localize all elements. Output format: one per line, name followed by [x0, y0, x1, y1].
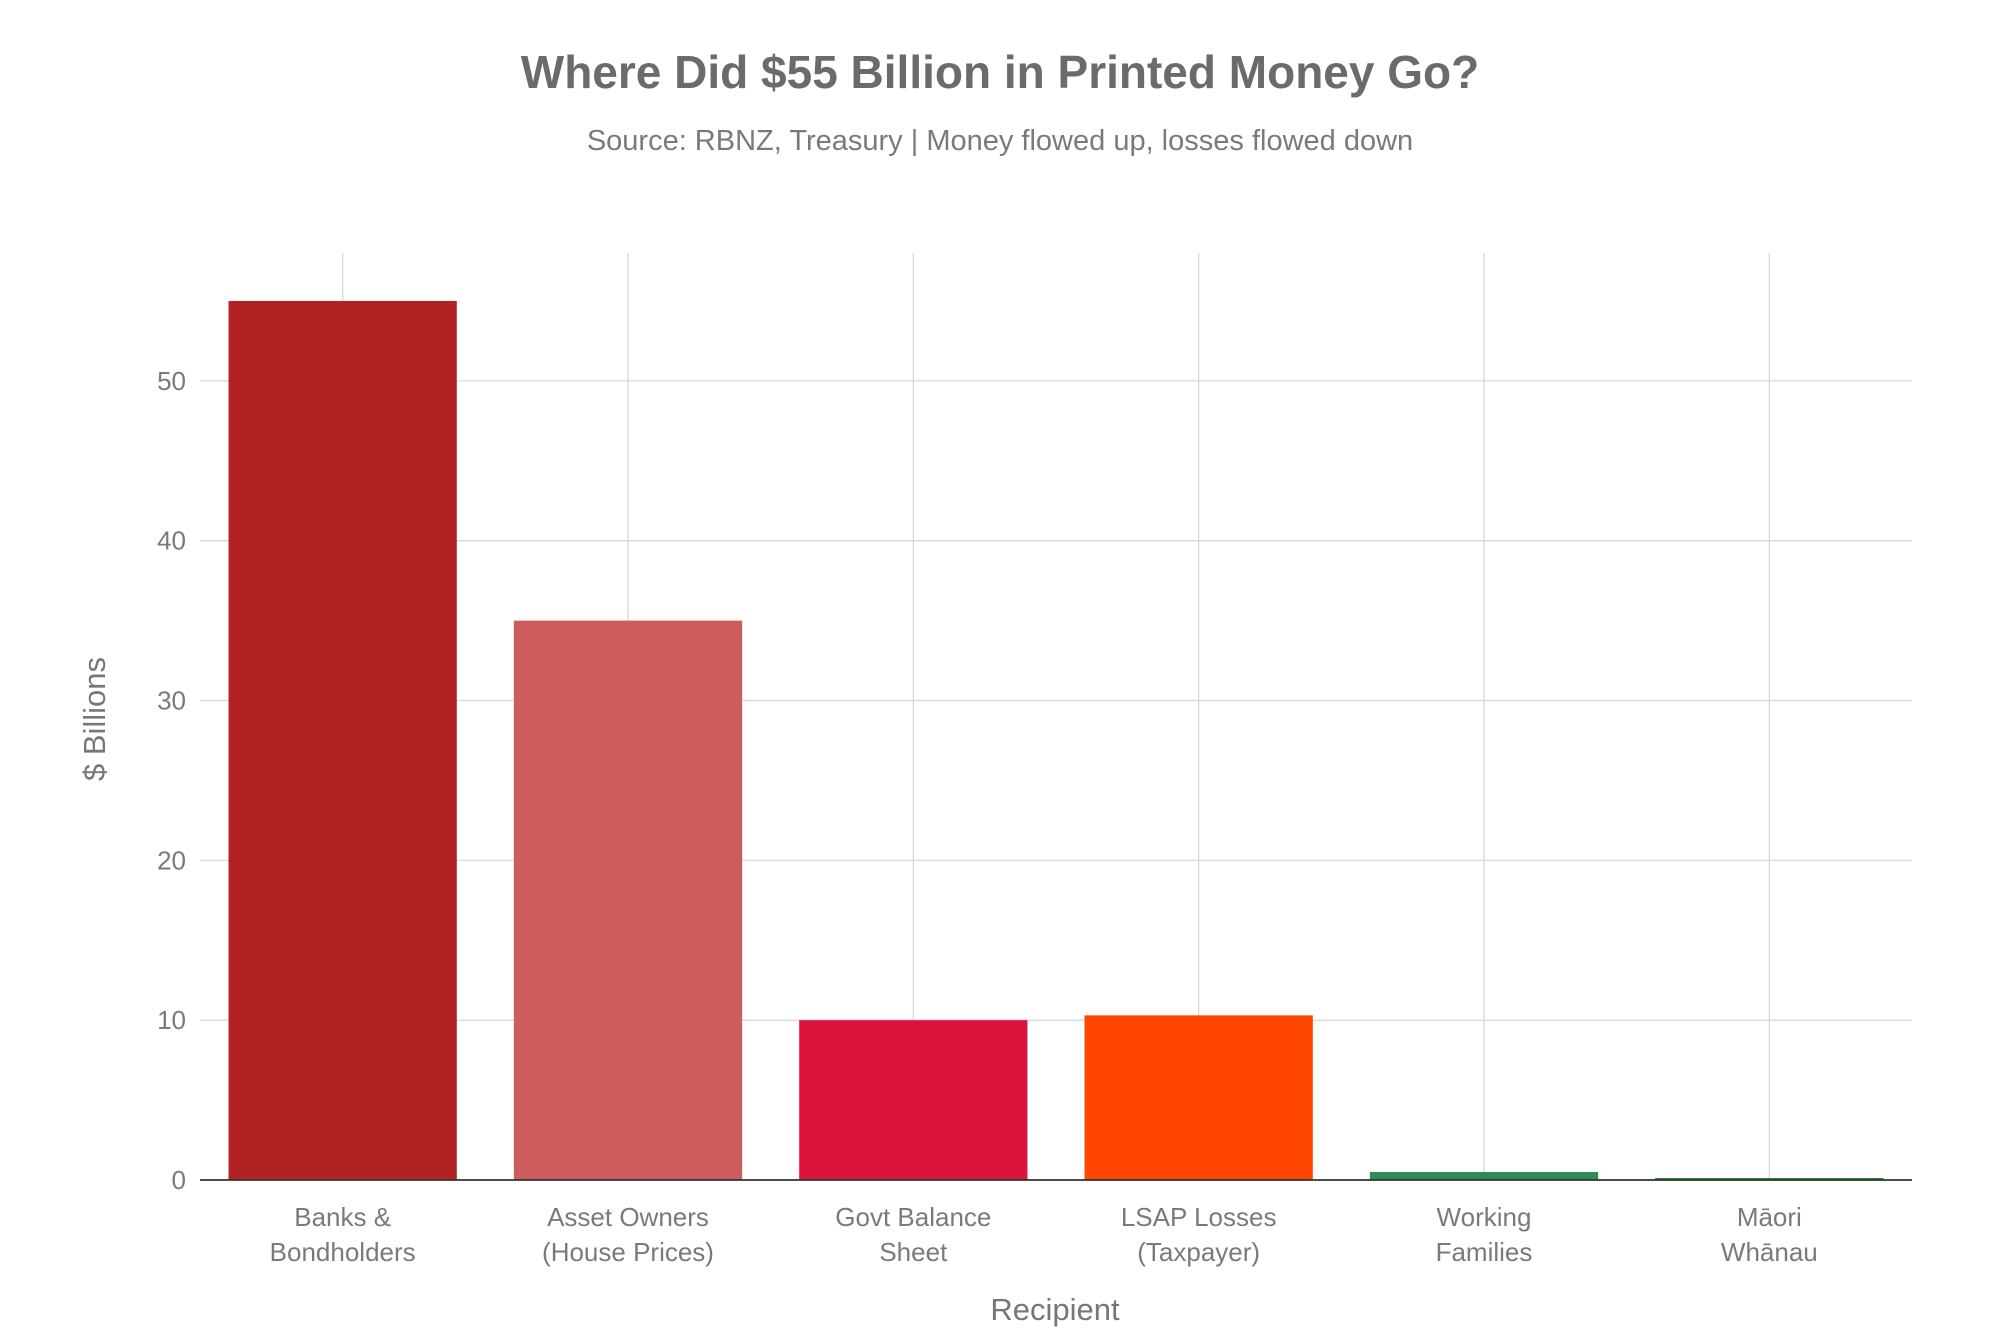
x-tick-label-line: Asset Owners [547, 1202, 709, 1232]
x-tick-label: Working Families [1436, 1202, 1533, 1267]
x-tick-label-line: Families [1436, 1237, 1533, 1267]
bar [228, 300, 457, 1181]
x-tick-label-line: Bondholders [270, 1237, 416, 1267]
bar [513, 620, 743, 1180]
y-tick-label: 0 [172, 1165, 186, 1195]
x-tick-label-line: Māori [1737, 1202, 1802, 1232]
x-tick-label-line: Whānau [1721, 1237, 1818, 1267]
y-tick-label: 50 [157, 366, 186, 396]
bar [1084, 1015, 1313, 1180]
chart-subtitle: Source: RBNZ, Treasury | Money flowed up… [587, 125, 1413, 157]
x-tick-label-line: Govt Balance [835, 1202, 991, 1232]
x-tick-label-line: (House Prices) [542, 1237, 714, 1267]
x-tick-label-line: LSAP Losses [1121, 1202, 1277, 1232]
x-tick-label-line: (Taxpayer) [1137, 1237, 1260, 1267]
x-axis-title: Recipient [990, 1292, 1120, 1327]
y-tick-label: 20 [157, 845, 186, 875]
y-tick-label: 30 [157, 686, 186, 716]
bar [799, 1020, 1028, 1180]
x-tick-label-line: Sheet [879, 1237, 948, 1267]
bar [1655, 1178, 1884, 1180]
x-tick-label-line: Banks & [294, 1202, 391, 1232]
bar [1369, 1172, 1599, 1180]
chart-title: Where Did $55 Billion in Printed Money G… [521, 46, 1479, 98]
y-tick-label: 10 [157, 1005, 186, 1035]
bar-layer [228, 300, 1884, 1181]
y-axis-title: $ Billions [77, 657, 112, 781]
axis-layer: 0 10 20 30 40 50 Banks & Bondholders Asset Owner… [157, 366, 1912, 1267]
x-tick-label: Māori Whānau [1721, 1202, 1818, 1267]
x-tick-label: Asset Owners (House Prices) [542, 1202, 714, 1267]
x-tick-label: Govt Balance Sheet [835, 1202, 991, 1267]
x-tick-label: Banks & Bondholders [270, 1202, 416, 1267]
x-tick-label-line: Working [1437, 1202, 1532, 1232]
y-tick-label: 40 [157, 526, 186, 556]
x-tick-label: LSAP Losses (Taxpayer) [1121, 1202, 1277, 1267]
